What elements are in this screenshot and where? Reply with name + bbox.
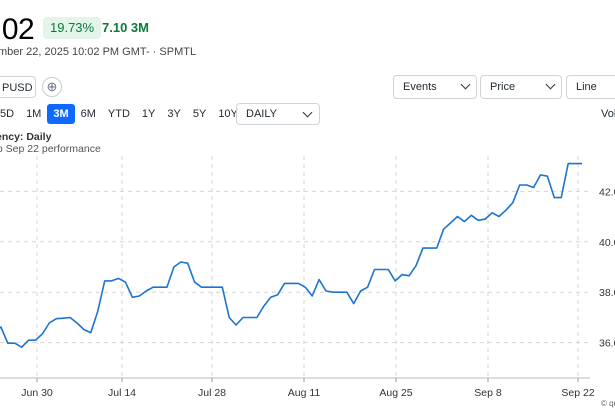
current-price: .02	[0, 13, 35, 46]
price-chart[interactable]: 36.00 38.00 40.00 42.00 Jun 30 Jul 14 Jul 28 A…	[0, 150, 615, 410]
chart-frequency-label: ency: Daily	[0, 131, 52, 143]
price-line	[0, 162, 582, 348]
events-dropdown[interactable]: Events	[393, 75, 477, 99]
y-tick-label: 42.00	[599, 186, 615, 198]
range-button-6m[interactable]: 6M	[80, 108, 96, 120]
change-absolute: 7.10 3M	[102, 20, 149, 35]
chevron-down-icon	[460, 79, 471, 90]
interval-label: DAILY	[246, 108, 277, 120]
x-axis: Jun 30 Jul 14 Jul 28 Aug 11 Aug 25 Sep 8 Sep 2…	[0, 377, 595, 399]
volume-toggle[interactable]: Vol	[601, 108, 615, 120]
range-button-5y[interactable]: 5Y	[192, 108, 207, 120]
price-dropdown[interactable]: Price	[480, 75, 562, 99]
range-selector: 5D 1M 3M 6M YTD 1Y 3Y 5Y 10Y	[0, 104, 244, 124]
quote-timestamp: mber 22, 2025 10:02 PM GMT- · SPMTL	[0, 46, 197, 58]
x-tick-label: Jun 30	[21, 387, 53, 399]
range-button-5d[interactable]: 5D	[0, 108, 15, 120]
chart-performance-label: to Sep 22 performance	[0, 143, 101, 155]
y-tick-label: 40.00	[599, 237, 615, 249]
range-button-1m[interactable]: 1M	[26, 108, 42, 120]
range-button-ytd[interactable]: YTD	[107, 108, 130, 120]
x-tick-label: Sep 22	[561, 387, 594, 399]
chevron-down-icon	[302, 107, 313, 118]
y-tick-label: 38.00	[599, 287, 615, 299]
events-dropdown-label: Events	[403, 81, 437, 93]
chart-type-label: Line	[576, 81, 597, 93]
chart-type-dropdown[interactable]: Line	[566, 75, 615, 99]
chevron-down-icon	[545, 79, 556, 90]
range-button-3y[interactable]: 3Y	[167, 108, 181, 120]
x-tick-label: Aug 25	[379, 387, 412, 399]
range-button-1y[interactable]: 1Y	[141, 108, 156, 120]
x-tick-label: Jul 28	[198, 387, 226, 399]
x-tick-label: Sep 8	[474, 387, 502, 399]
chart-credit: © qu	[601, 399, 615, 408]
change-percent-badge: 19.73%	[43, 17, 102, 39]
price-dropdown-label: Price	[490, 81, 516, 93]
range-button-3m[interactable]: 3M	[47, 104, 75, 124]
y-axis: 36.00 38.00 40.00 42.00	[599, 186, 615, 349]
interval-dropdown[interactable]: DAILY	[236, 103, 320, 125]
x-tick-label: Aug 11	[288, 387, 321, 399]
add-comparison-icon[interactable]: ⊕	[42, 77, 62, 97]
symbol-chip[interactable]: PUSD	[0, 76, 36, 98]
range-button-10y[interactable]: 10Y	[218, 108, 238, 120]
chart-grid	[0, 156, 590, 378]
x-tick-label: Jul 14	[108, 387, 136, 399]
y-tick-label: 36.00	[599, 338, 615, 350]
